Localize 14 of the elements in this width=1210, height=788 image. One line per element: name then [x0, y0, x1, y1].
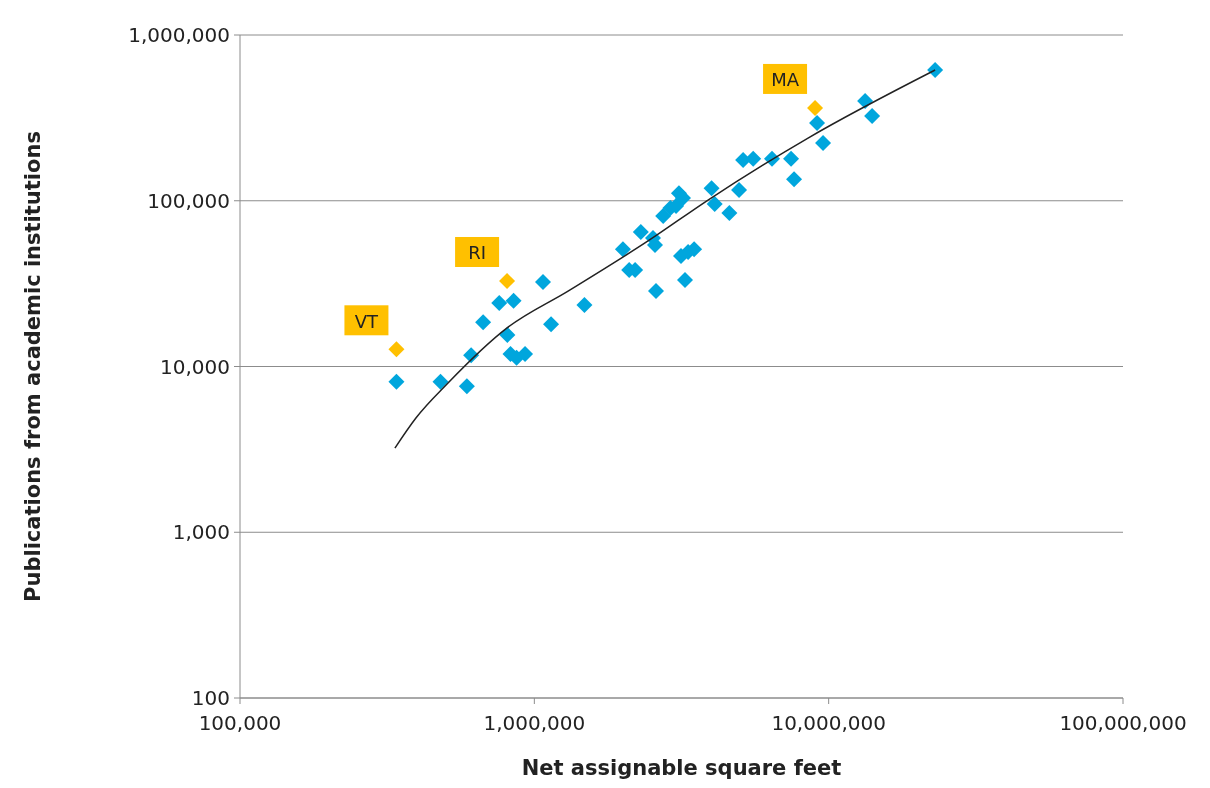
x-tick-label: 100,000 — [198, 711, 282, 735]
y-tick-label: 100 — [191, 686, 230, 710]
x-tick-label: 1,000,000 — [483, 711, 586, 735]
annotation: RI — [468, 242, 486, 264]
y-tick-label: 1,000,000 — [128, 23, 230, 47]
y-tick-label: 10,000 — [160, 354, 230, 379]
y-tick-label: 100,000 — [147, 188, 230, 213]
annotation: VT — [354, 310, 380, 332]
x-tick-label: 100,000,000 — [1059, 711, 1187, 735]
x-tick-label: 10,000,000 — [771, 711, 886, 735]
y-axis-title: Publications from academic institutions — [21, 131, 45, 602]
x-axis-title: Net assignable square feet — [521, 756, 842, 780]
annotation: MA — [771, 69, 800, 91]
y-tick-label: 1,000 — [172, 520, 230, 545]
